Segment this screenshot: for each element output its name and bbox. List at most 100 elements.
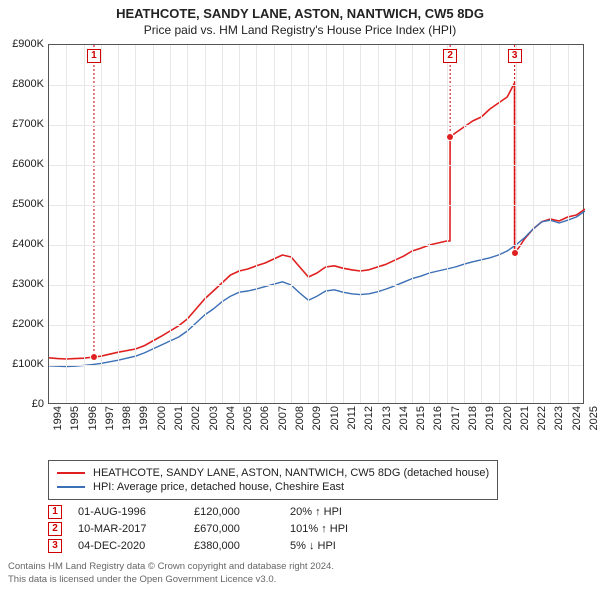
event-date: 10-MAR-2017 — [78, 523, 178, 535]
y-tick-label: £800K — [12, 78, 44, 90]
x-tick-label: 2019 — [484, 406, 496, 430]
x-tick-label: 2006 — [259, 406, 271, 430]
event-pct: 101% ↑ HPI — [290, 523, 390, 535]
x-gridline — [378, 45, 379, 403]
chart-title-line1: HEATHCOTE, SANDY LANE, ASTON, NANTWICH, … — [0, 6, 600, 21]
y-tick-label: £500K — [12, 198, 44, 210]
x-tick-label: 2017 — [450, 406, 462, 430]
series-hpi — [49, 211, 585, 367]
y-gridline — [49, 125, 583, 126]
x-tick-label: 2002 — [190, 406, 202, 430]
y-gridline — [49, 285, 583, 286]
x-gridline — [118, 45, 119, 403]
marker-box: 3 — [508, 49, 522, 63]
x-gridline — [308, 45, 309, 403]
y-gridline — [49, 85, 583, 86]
x-gridline — [550, 45, 551, 403]
x-tick-label: 2020 — [502, 406, 514, 430]
x-tick-label: 1994 — [52, 406, 64, 430]
x-gridline — [291, 45, 292, 403]
y-gridline — [49, 325, 583, 326]
x-tick-label: 2011 — [346, 406, 358, 430]
x-gridline — [66, 45, 67, 403]
footer-line1: Contains HM Land Registry data © Crown c… — [8, 561, 334, 573]
x-tick-label: 2009 — [311, 406, 323, 430]
event-date: 01-AUG-1996 — [78, 506, 178, 518]
x-gridline — [274, 45, 275, 403]
x-gridline — [187, 45, 188, 403]
x-tick-label: 2005 — [242, 406, 254, 430]
x-tick-label: 2024 — [571, 406, 583, 430]
event-date: 04-DEC-2020 — [78, 540, 178, 552]
legend-item: HPI: Average price, detached house, Ches… — [57, 481, 489, 493]
y-gridline — [49, 205, 583, 206]
event-row: 2 10-MAR-2017 £670,000 101% ↑ HPI — [48, 522, 390, 536]
footer-line2: This data is licensed under the Open Gov… — [8, 574, 334, 586]
x-gridline — [343, 45, 344, 403]
y-gridline — [49, 165, 583, 166]
legend-swatch — [57, 472, 85, 474]
x-tick-label: 2008 — [294, 406, 306, 430]
x-tick-label: 2014 — [398, 406, 410, 430]
x-tick-label: 1995 — [69, 406, 81, 430]
x-gridline — [239, 45, 240, 403]
x-gridline — [153, 45, 154, 403]
event-marker-box: 3 — [48, 539, 62, 553]
event-row: 304-DEC-2020£380,0005% ↓ HPI — [48, 539, 390, 553]
y-tick-label: £100K — [12, 358, 44, 370]
x-gridline — [464, 45, 465, 403]
x-gridline — [499, 45, 500, 403]
legend-label: HPI: Average price, detached house, Ches… — [93, 481, 344, 493]
y-tick-label: £400K — [12, 238, 44, 250]
x-gridline — [135, 45, 136, 403]
legend-label: HEATHCOTE, SANDY LANE, ASTON, NANTWICH, … — [93, 467, 489, 479]
y-gridline — [49, 365, 583, 366]
x-gridline — [533, 45, 534, 403]
x-tick-label: 2025 — [588, 406, 600, 430]
x-gridline — [429, 45, 430, 403]
footer: Contains HM Land Registry data © Crown c… — [8, 561, 334, 586]
x-tick-label: 2013 — [381, 406, 393, 430]
chart-container: HEATHCOTE, SANDY LANE, ASTON, NANTWICH, … — [0, 0, 600, 590]
titles: HEATHCOTE, SANDY LANE, ASTON, NANTWICH, … — [0, 0, 600, 37]
x-tick-label: 2004 — [225, 406, 237, 430]
x-tick-label: 2003 — [208, 406, 220, 430]
chart-area: 123 £0£100K£200K£300K£400K£500K£600K£700… — [48, 44, 584, 424]
x-gridline — [395, 45, 396, 403]
x-gridline — [568, 45, 569, 403]
x-gridline — [256, 45, 257, 403]
x-tick-label: 2012 — [363, 406, 375, 430]
x-tick-label: 1998 — [121, 406, 133, 430]
chart-title-line2: Price paid vs. HM Land Registry's House … — [0, 23, 600, 37]
x-gridline — [170, 45, 171, 403]
y-tick-label: £300K — [12, 278, 44, 290]
x-gridline — [84, 45, 85, 403]
x-gridline — [481, 45, 482, 403]
event-marker-box: 2 — [48, 522, 62, 536]
event-price: £380,000 — [194, 540, 274, 552]
marker-box: 2 — [443, 49, 457, 63]
x-gridline — [516, 45, 517, 403]
x-tick-label: 2007 — [277, 406, 289, 430]
marker-dot — [446, 133, 454, 141]
y-tick-label: £0 — [32, 398, 44, 410]
legend-item: HEATHCOTE, SANDY LANE, ASTON, NANTWICH, … — [57, 467, 489, 479]
x-tick-label: 2001 — [173, 406, 185, 430]
legend-swatch — [57, 486, 85, 488]
x-tick-label: 2018 — [467, 406, 479, 430]
x-tick-label: 1996 — [87, 406, 99, 430]
x-tick-label: 2023 — [553, 406, 565, 430]
x-tick-label: 2021 — [519, 406, 531, 430]
y-tick-label: £700K — [12, 118, 44, 130]
x-tick-label: 2000 — [156, 406, 168, 430]
x-gridline — [222, 45, 223, 403]
event-table: 101-AUG-1996£120,00020% ↑ HPI 2 10-MAR-201… — [48, 502, 390, 556]
event-price: £670,000 — [194, 523, 274, 535]
x-gridline — [412, 45, 413, 403]
x-gridline — [447, 45, 448, 403]
y-tick-label: £600K — [12, 158, 44, 170]
event-row: 101-AUG-1996£120,00020% ↑ HPI — [48, 505, 390, 519]
x-tick-label: 2015 — [415, 406, 427, 430]
chart-svg — [49, 45, 585, 405]
event-pct: 20% ↑ HPI — [290, 506, 390, 518]
